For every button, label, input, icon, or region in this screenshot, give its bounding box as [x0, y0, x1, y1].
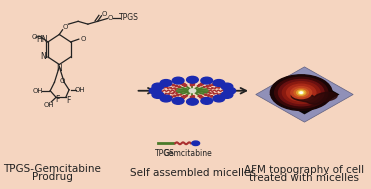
Circle shape: [297, 90, 306, 95]
Circle shape: [221, 83, 233, 90]
Circle shape: [270, 75, 332, 110]
Text: O: O: [62, 24, 68, 30]
Polygon shape: [291, 92, 337, 104]
Circle shape: [279, 80, 324, 106]
Text: O: O: [108, 15, 113, 21]
Polygon shape: [256, 67, 353, 122]
Circle shape: [275, 77, 328, 108]
Text: HN: HN: [36, 35, 48, 44]
Circle shape: [300, 92, 302, 93]
Circle shape: [160, 80, 172, 86]
Text: O: O: [59, 78, 65, 84]
Circle shape: [187, 98, 198, 105]
Circle shape: [213, 80, 225, 86]
Text: AFM topography of cell: AFM topography of cell: [244, 165, 365, 175]
Circle shape: [172, 77, 184, 84]
Circle shape: [152, 92, 164, 98]
Text: Prodrug: Prodrug: [32, 172, 73, 182]
Text: TPGS: TPGS: [155, 149, 175, 158]
Text: F: F: [66, 96, 70, 105]
Text: OH: OH: [75, 87, 86, 93]
Circle shape: [192, 141, 200, 146]
Circle shape: [201, 77, 213, 84]
Circle shape: [213, 95, 225, 102]
Text: O: O: [81, 36, 86, 42]
Polygon shape: [269, 75, 339, 114]
Circle shape: [291, 87, 312, 99]
Text: TPGS-Gemcitabine: TPGS-Gemcitabine: [3, 164, 101, 174]
Circle shape: [299, 91, 304, 94]
Circle shape: [160, 95, 172, 102]
Circle shape: [189, 89, 196, 93]
Text: Self assembled micelles: Self assembled micelles: [129, 168, 255, 178]
Text: Gemcitabine: Gemcitabine: [163, 149, 212, 158]
Text: N: N: [40, 53, 46, 61]
Text: TPGS: TPGS: [119, 13, 138, 22]
Text: N: N: [56, 64, 62, 73]
Circle shape: [152, 83, 164, 90]
Circle shape: [172, 98, 184, 104]
Circle shape: [201, 98, 213, 104]
Text: OH: OH: [44, 102, 54, 108]
Circle shape: [294, 88, 308, 97]
Text: treated with micelles: treated with micelles: [249, 173, 359, 183]
Circle shape: [221, 92, 233, 98]
Circle shape: [287, 84, 316, 101]
Text: O: O: [32, 34, 37, 40]
Text: O: O: [101, 11, 107, 17]
Circle shape: [149, 87, 161, 94]
Text: F: F: [56, 95, 60, 104]
Circle shape: [282, 82, 320, 104]
Circle shape: [187, 76, 198, 83]
Circle shape: [224, 87, 236, 94]
Text: OH: OH: [33, 88, 43, 94]
